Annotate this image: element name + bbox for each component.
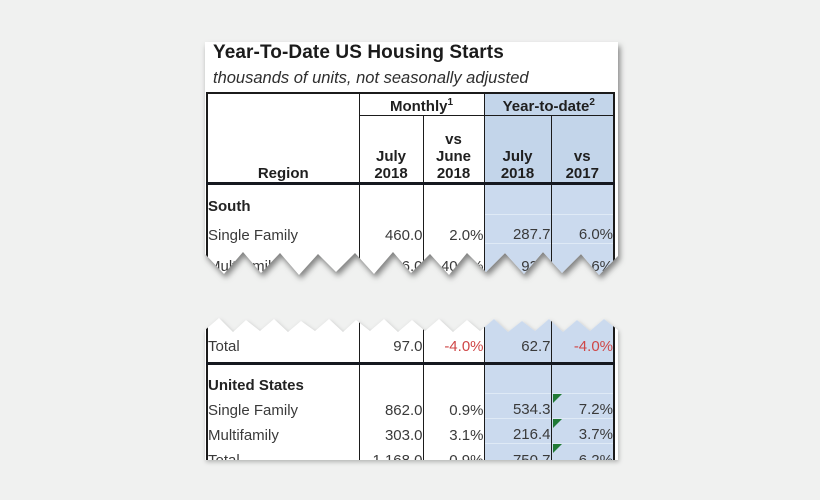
table-row-south: South: [207, 183, 615, 215]
col-header-ytd-vs-2017: vs 2017: [550, 115, 615, 185]
region-cell: Single Family: [208, 226, 299, 244]
value-cell: 287.7: [483, 214, 551, 244]
value-cell: 3.1%: [422, 418, 484, 444]
value-cell: 176.0: [358, 243, 423, 275]
value-cell: [422, 183, 484, 215]
col-header-ytd-july: July 2018: [483, 115, 551, 185]
region-cell: Total: [208, 452, 240, 469]
housing-starts-table-bottom: Total 97.0 -4.0% 62.7 -4.0% United State…: [206, 318, 615, 469]
value-cell: 216.4: [483, 418, 551, 444]
region-cell: Single Family: [208, 401, 299, 419]
value-cell: 62.7: [483, 318, 551, 365]
table-row-south-single-family: Single Family 460.0 2.0% 287.7 6.0%: [207, 214, 615, 244]
green-corner-flag-icon: [552, 419, 562, 428]
torn-paper-top: Year-To-Date US Housing Starts thousands…: [205, 37, 618, 275]
page-subtitle: thousands of units, not seasonally adjus…: [213, 69, 529, 87]
table-row-united-states: United States: [207, 363, 614, 394]
value-cell: 93.7: [483, 243, 551, 275]
table-row-south-multifamily: Multifamily 176.0 40.8% 93.7 7.6%: [207, 243, 615, 275]
value-cell: [358, 363, 423, 394]
value-cell: 6.0%: [550, 214, 615, 244]
value-cell: 7.6%: [550, 243, 615, 275]
page-title: Year-To-Date US Housing Starts: [213, 42, 504, 63]
torn-paper-bottom-surface: Total 97.0 -4.0% 62.7 -4.0% United State…: [205, 318, 618, 460]
value-cell: -4.0%: [550, 318, 614, 365]
region-cell: Multifamily: [208, 258, 279, 275]
value-cell: 2.0%: [422, 214, 484, 244]
region-cell: Total: [207, 318, 359, 365]
value-cell: -4.0%: [422, 318, 484, 365]
value-cell: 460.0: [358, 214, 423, 244]
region-cell: United States: [208, 376, 304, 394]
value-cell: [483, 183, 551, 215]
value-cell: 97.0: [358, 318, 423, 365]
table-row-us-single-family: Single Family 862.0 0.9% 534.3 7.2%: [207, 393, 614, 419]
ytd-group-header: Year-to-date2: [483, 93, 615, 116]
value-cell: [422, 363, 484, 394]
group-header-row: Region Monthly1 Year-to-date2: [207, 93, 615, 185]
region-cell: South: [208, 197, 251, 215]
value-cell: 534.3: [483, 393, 551, 419]
torn-paper-bottom: Total 97.0 -4.0% 62.7 -4.0% United State…: [205, 318, 618, 460]
value-cell: 40.8%: [422, 243, 484, 275]
value-cell: 0.9%: [422, 443, 484, 460]
col-header-monthly-vs-june: vs June 2018: [422, 115, 484, 185]
green-corner-flag-icon: [552, 394, 562, 403]
green-corner-flag-icon: [552, 444, 562, 453]
region-column-header: Region: [207, 93, 359, 185]
value-cell: [550, 363, 614, 394]
value-cell: 7.2%: [550, 393, 614, 419]
region-cell: Multifamily: [208, 426, 279, 444]
table-row-total: Total 97.0 -4.0% 62.7 -4.0%: [207, 318, 614, 365]
monthly-group-header: Monthly1: [358, 93, 484, 116]
value-cell: 0.9%: [422, 393, 484, 419]
torn-paper-top-surface: Year-To-Date US Housing Starts thousands…: [205, 42, 618, 275]
col-header-monthly-july: July 2018: [358, 115, 423, 185]
housing-starts-table-top: Region Monthly1 Year-to-date2 July 2018 …: [206, 92, 616, 275]
value-cell: 750.7: [483, 443, 551, 460]
sub-header-row: July 2018 vs June 2018 July 2018 vs 2017: [207, 115, 615, 185]
value-cell: 862.0: [358, 393, 423, 419]
table-row-us-total: Total 1,168.0 0.9% 750.7 6.2%: [207, 443, 614, 469]
value-cell: [483, 363, 551, 394]
value-cell: 303.0: [358, 418, 423, 444]
value-cell: [358, 183, 423, 215]
value-cell: 1,168.0: [358, 443, 423, 460]
footnote-marker-1: 1: [447, 97, 454, 108]
table-row-us-multifamily: Multifamily 303.0 3.1% 216.4 3.7%: [207, 418, 614, 444]
value-cell: [550, 183, 615, 215]
value-cell: 6.2%: [550, 443, 614, 460]
footnote-marker-2: 2: [589, 97, 595, 108]
value-cell: 3.7%: [550, 418, 614, 444]
